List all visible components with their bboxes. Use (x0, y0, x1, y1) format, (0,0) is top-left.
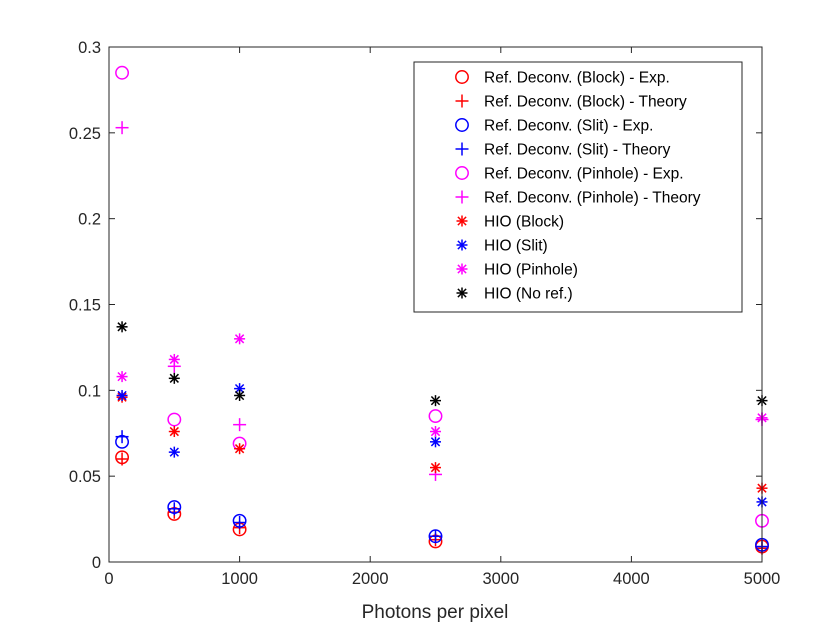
series-hio-pinhole (116, 333, 768, 438)
data-point (430, 395, 441, 407)
data-point (233, 516, 247, 530)
legend-label: Ref. Deconv. (Pinhole) - Theory (484, 190, 701, 207)
data-point (234, 443, 246, 455)
legend-entry: Ref. Deconv. (Slit) - Theory (455, 142, 671, 159)
data-point (167, 412, 182, 427)
legend-label: HIO (Pinhole) (484, 262, 578, 279)
y-tick-label: 0.2 (78, 211, 101, 229)
legend-entry: Ref. Deconv. (Slit) - Exp. (455, 118, 653, 135)
legend-entry: HIO (Block) (456, 214, 564, 231)
data-point (168, 426, 180, 438)
data-point (430, 426, 441, 438)
legend-marker (456, 239, 468, 251)
legend-label: Ref. Deconv. (Slit) - Theory (484, 142, 671, 159)
legend-entry: HIO (No ref.) (456, 286, 573, 303)
legend-marker (455, 166, 469, 180)
data-point (430, 462, 441, 474)
data-point (115, 430, 129, 444)
legend-marker (455, 94, 469, 108)
x-tick-label: 4000 (613, 570, 650, 588)
legend-label: Ref. Deconv. (Block) - Theory (484, 94, 687, 111)
data-point (167, 502, 181, 516)
data-point (428, 409, 443, 424)
y-tick-label: 0.15 (69, 297, 101, 315)
data-point (116, 371, 128, 383)
legend-marker (456, 287, 468, 299)
x-tick-label: 2000 (352, 570, 389, 588)
series-ref-deconv-slit-exp (115, 434, 769, 552)
legend-marker (456, 215, 468, 227)
legend-box (413, 61, 743, 313)
legend-label: Ref. Deconv. (Pinhole) - Exp. (484, 166, 684, 183)
legend-label: HIO (Slit) (484, 238, 548, 255)
legend-marker (455, 118, 469, 132)
data-point (116, 389, 128, 401)
x-axis-label: Photons per pixel (362, 602, 509, 623)
data-point (234, 389, 246, 401)
x-tick-label: 3000 (482, 570, 519, 588)
legend-label: Ref. Deconv. (Slit) - Exp. (484, 118, 653, 135)
series-hio-block (116, 391, 768, 494)
legend-entry: Ref. Deconv. (Block) - Exp. (455, 70, 670, 87)
legend-label: Ref. Deconv. (Block) - Exp. (484, 70, 670, 87)
data-point (168, 446, 180, 458)
x-tick-label: 0 (104, 570, 113, 588)
series-hio-no-ref (116, 321, 768, 407)
data-point (430, 436, 441, 448)
data-point (234, 333, 246, 345)
y-tick-label: 0.25 (69, 125, 101, 143)
legend-entry: HIO (Slit) (456, 238, 548, 255)
x-tick-label: 1000 (221, 570, 258, 588)
legend-marker (455, 70, 469, 84)
data-point (429, 529, 442, 543)
series-hio-slit (116, 383, 768, 508)
y-tick-label: 0.1 (78, 382, 101, 400)
legend-entry: Ref. Deconv. (Pinhole) - Theory (455, 190, 701, 207)
legend-label: HIO (Block) (484, 214, 564, 231)
data-point (115, 121, 129, 135)
legend-marker (455, 142, 469, 156)
legend-entry: Ref. Deconv. (Block) - Theory (455, 94, 687, 111)
data-point (116, 321, 128, 333)
y-tick-label: 0.3 (78, 39, 101, 57)
legend-entry: Ref. Deconv. (Pinhole) - Exp. (455, 166, 684, 183)
legend-label: HIO (No ref.) (484, 286, 573, 303)
data-point (115, 452, 129, 466)
legend-entry: HIO (Pinhole) (456, 262, 578, 279)
data-point (115, 65, 130, 80)
y-tick-label: 0 (92, 554, 101, 572)
data-point (168, 372, 180, 384)
y-tick-label: 0.05 (69, 468, 101, 486)
legend-marker (456, 263, 468, 275)
legend-marker (455, 190, 469, 204)
data-point (233, 418, 247, 432)
x-tick-label: 5000 (744, 570, 781, 588)
data-point (168, 353, 180, 365)
